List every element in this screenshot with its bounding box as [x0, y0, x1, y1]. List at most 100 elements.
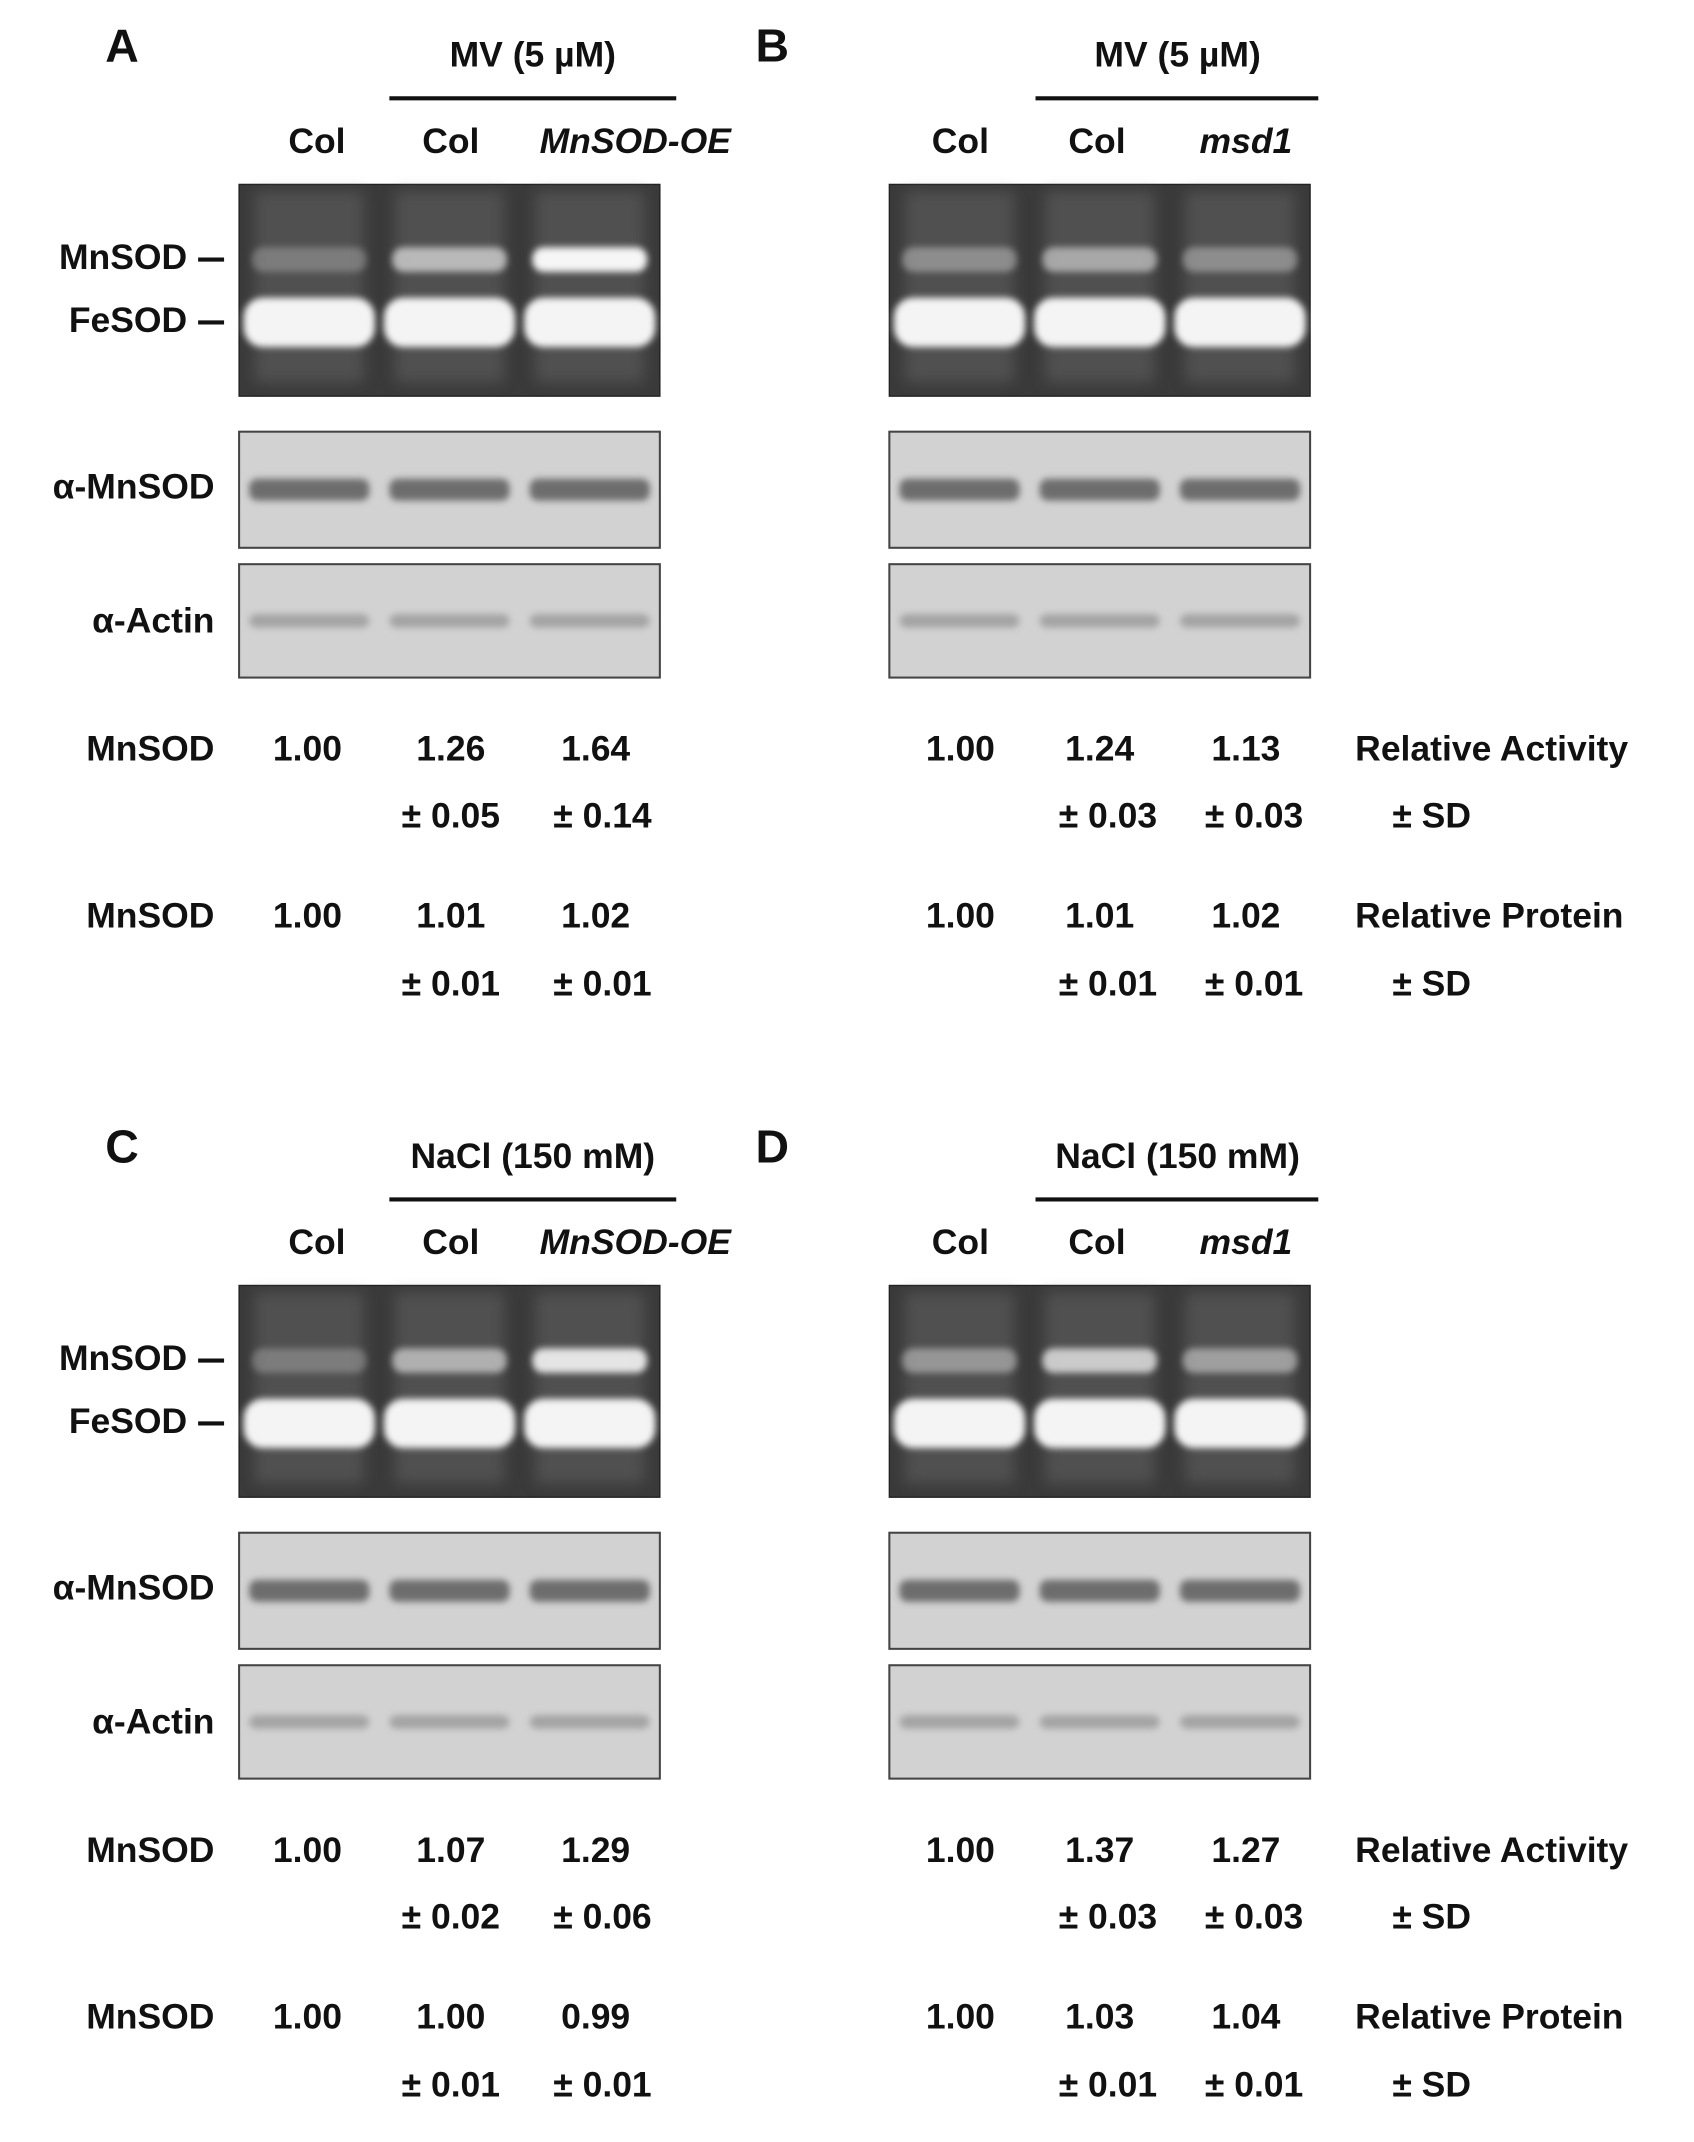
western-band: [1039, 1579, 1160, 1602]
lane-label: MnSOD-OE: [540, 1222, 733, 1262]
row-label: MnSOD: [86, 729, 214, 769]
value: 1.00: [273, 729, 342, 769]
western-band: [899, 478, 1020, 501]
lane-label: msd1: [1200, 1222, 1293, 1262]
gel-smear: [1185, 191, 1295, 383]
fesod-band: [243, 1398, 375, 1449]
row-legend: Relative Protein: [1355, 1996, 1623, 2036]
western-band: [1039, 614, 1160, 628]
treatment-label: NaCl (150 mM): [410, 1136, 655, 1176]
western-band: [249, 1579, 370, 1602]
lane-label: MnSOD-OE: [540, 121, 733, 161]
band-label: MnSOD: [59, 1338, 187, 1378]
row-legend-sd: ± SD: [1392, 1897, 1471, 1937]
gel-smear: [1045, 1292, 1155, 1484]
mnsod-band: [1042, 1348, 1158, 1373]
western-band: [529, 1715, 650, 1729]
mnsod-band: [1182, 247, 1298, 272]
gel-smear: [904, 1292, 1015, 1484]
value: 1.03: [1065, 1996, 1134, 2036]
fesod-band: [1174, 297, 1306, 347]
western-band: [1179, 1579, 1301, 1602]
fesod-band: [1174, 1398, 1306, 1449]
value: 1.64: [561, 729, 630, 769]
lane-label: Col: [422, 1222, 479, 1262]
western-band: [899, 1715, 1020, 1729]
row-legend: Relative Protein: [1355, 895, 1623, 935]
fesod-band: [1034, 1398, 1166, 1449]
sd: ± 0.03: [1205, 1897, 1303, 1937]
sd: ± 0.01: [553, 964, 651, 1004]
mnsod-band: [902, 1348, 1017, 1373]
value: 1.00: [926, 1996, 995, 2036]
western-band: [389, 1579, 510, 1602]
mnsod-band: [532, 247, 648, 272]
value: 1.24: [1065, 729, 1134, 769]
sd: ± 0.06: [553, 1897, 651, 1937]
value: 1.00: [926, 729, 995, 769]
row-label: MnSOD: [86, 895, 214, 935]
blot-label: α-Actin: [92, 600, 214, 640]
fesod-band: [524, 297, 656, 347]
value: 1.00: [273, 1996, 342, 2036]
value: 1.00: [926, 1830, 995, 1870]
lane-label: Col: [932, 121, 989, 161]
western-band: [1179, 478, 1301, 501]
sd: ± 0.01: [1205, 2065, 1303, 2105]
value: 1.00: [273, 1830, 342, 1870]
value: 1.00: [416, 1996, 485, 2036]
mnsod-band: [1182, 1348, 1298, 1373]
western-band: [1179, 614, 1301, 628]
value: 1.37: [1065, 1830, 1134, 1870]
row-legend: Relative Activity: [1355, 729, 1628, 769]
western-band: [249, 478, 370, 501]
sd: ± 0.03: [1059, 1897, 1157, 1937]
lane-label: Col: [932, 1222, 989, 1262]
blot-label: α-MnSOD: [53, 466, 215, 506]
gel-smear: [394, 191, 505, 383]
western-band: [249, 1715, 370, 1729]
western-band: [389, 1715, 510, 1729]
fesod-band: [383, 1398, 516, 1449]
sd: ± 0.01: [402, 964, 500, 1004]
mnsod-band: [251, 1348, 367, 1373]
western-band: [529, 1579, 650, 1602]
western-band: [529, 614, 650, 628]
band-label: MnSOD: [59, 237, 187, 277]
sd: ± 0.03: [1205, 796, 1303, 836]
value: 1.02: [1211, 895, 1280, 935]
mnsod-band: [392, 247, 507, 272]
value: 1.02: [561, 895, 630, 935]
panel-letter: C: [105, 1120, 139, 1172]
fesod-band: [243, 297, 375, 347]
mnsod-band: [251, 247, 367, 272]
gel-smear: [535, 1292, 645, 1484]
sd: ± 0.01: [402, 2065, 500, 2105]
western-band: [389, 478, 510, 501]
gel-smear: [535, 191, 645, 383]
western-band: [389, 614, 510, 628]
fesod-band: [383, 297, 516, 347]
treatment-label: MV (5 µM): [450, 35, 616, 75]
blot-label: α-Actin: [92, 1701, 214, 1741]
value: 1.04: [1211, 1996, 1280, 2036]
row-legend-sd: ± SD: [1392, 796, 1471, 836]
row-legend: Relative Activity: [1355, 1830, 1628, 1870]
gel-smear: [1185, 1292, 1295, 1484]
sd: ± 0.01: [1205, 964, 1303, 1004]
panel-letter: A: [105, 19, 139, 71]
fesod-band: [893, 297, 1026, 347]
sd: ± 0.01: [1059, 964, 1157, 1004]
fesod-band: [524, 1398, 656, 1449]
western-band: [249, 614, 370, 628]
value: 1.26: [416, 729, 485, 769]
value: 0.99: [561, 1996, 630, 2036]
lane-label: Col: [1068, 121, 1125, 161]
gel-smear: [1045, 191, 1155, 383]
panel-letter: B: [755, 19, 789, 71]
row-legend-sd: ± SD: [1392, 964, 1471, 1004]
western-band: [529, 478, 650, 501]
sd: ± 0.03: [1059, 796, 1157, 836]
value: 1.27: [1211, 1830, 1280, 1870]
